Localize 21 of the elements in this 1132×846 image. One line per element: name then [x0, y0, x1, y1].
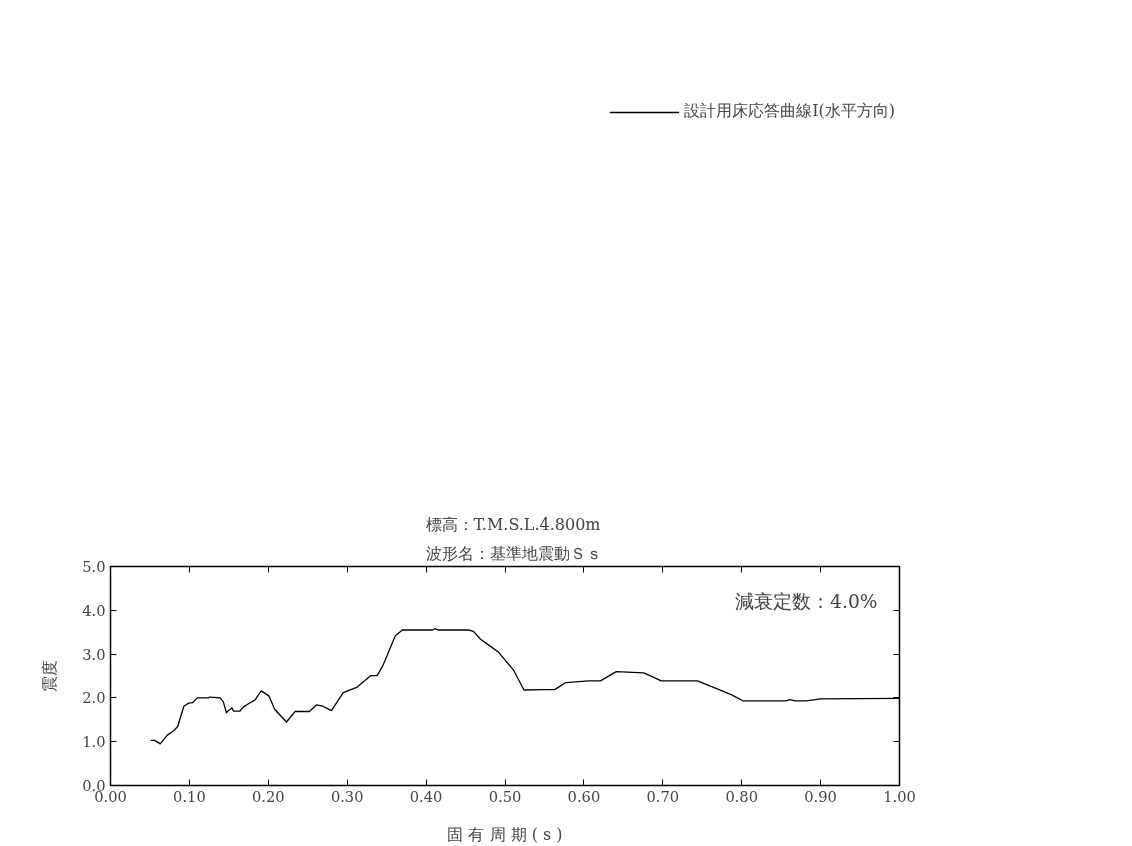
- y-axis-title: 震度: [40, 660, 60, 692]
- x-axis-title: 固 有 周 期 ( s ): [447, 824, 563, 844]
- legend-label: 設計用床応答曲線Ⅰ(水平方向): [684, 101, 895, 123]
- y-tick-label: 3.0: [82, 645, 106, 663]
- y-tick-label: 1.0: [82, 733, 106, 751]
- y-tick-label: 5.0: [82, 558, 106, 575]
- x-tick-label: 0.30: [330, 787, 364, 805]
- x-tick-label: 0.60: [567, 787, 601, 805]
- text: 波形名：基準地震動Ｓｓ: [425, 543, 602, 563]
- y-tick-label: 4.0: [82, 601, 106, 619]
- x-tick-label: 0.70: [646, 787, 680, 805]
- annotation: 減衰定数：4.0%: [735, 590, 878, 612]
- x-tick-label: 0.80: [725, 787, 759, 805]
- x-tick-label: 0.90: [804, 787, 837, 805]
- text: 標高：T.M.S.L.4.800m: [425, 514, 601, 534]
- x-tick-label: 0.40: [409, 787, 443, 805]
- x-tick-label: 0.10: [173, 787, 206, 805]
- x-tick-label: 0.20: [251, 787, 285, 805]
- x-tick-label: 1.00: [883, 787, 916, 805]
- x-tick-label: 0.50: [488, 787, 522, 805]
- y-tick-label: 2.0: [82, 689, 106, 707]
